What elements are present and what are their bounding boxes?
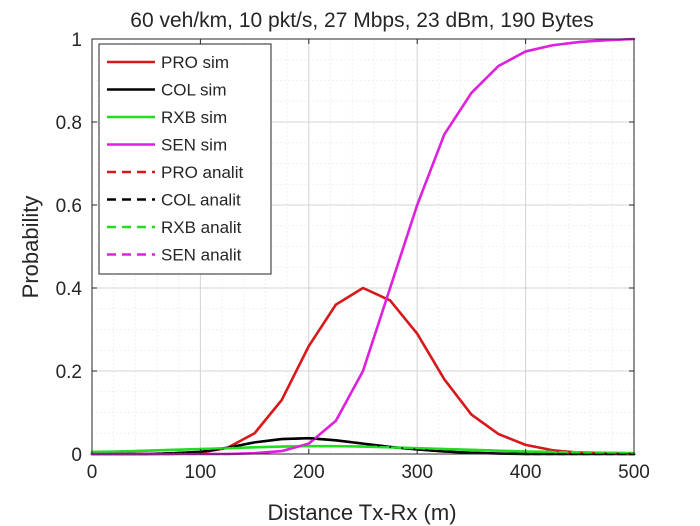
- legend-label: SEN sim: [161, 136, 227, 155]
- chart-title: 60 veh/km, 10 pkt/s, 27 Mbps, 23 dBm, 19…: [130, 9, 593, 32]
- legend-label: RXB analit: [161, 218, 242, 237]
- legend-label: RXB sim: [161, 108, 227, 127]
- x-tick-label: 0: [87, 462, 98, 483]
- y-tick-label: 0.4: [56, 279, 83, 300]
- x-tick-label: 100: [185, 462, 217, 483]
- legend-label: COL analit: [161, 191, 241, 210]
- y-tick-label: 1: [71, 30, 82, 51]
- series-line-col-analit: [90, 437, 636, 456]
- legend-box: [98, 43, 272, 275]
- x-tick-label: 500: [618, 462, 650, 483]
- y-axis-title: Probability: [18, 196, 43, 299]
- y-tick-label: 0.2: [56, 362, 82, 383]
- x-tick-label: 400: [510, 462, 542, 483]
- y-tick-label: 0: [71, 445, 82, 466]
- axis-ticks: [91, 38, 635, 455]
- y-tick-label: 0.6: [56, 196, 82, 217]
- series-line-rxb-analit: [90, 445, 636, 455]
- legend-label: SEN analit: [161, 246, 242, 265]
- x-axis-title: Distance Tx-Rx (m): [267, 500, 456, 525]
- legend-label: PRO sim: [161, 53, 229, 72]
- legend-label: COL sim: [161, 81, 227, 100]
- tick-labels: 0 100 200 300 400 500 0 0.2 0.4 0.6 0.8 1: [56, 30, 650, 483]
- x-tick-label: 200: [293, 462, 325, 483]
- legend: PRO sim COL sim RXB sim SEN sim PRO analit CO…: [98, 43, 272, 275]
- legend-label: PRO analit: [161, 163, 243, 182]
- y-tick-label: 0.8: [56, 113, 82, 134]
- plot-frame: [91, 38, 635, 455]
- x-tick-label: 300: [401, 462, 433, 483]
